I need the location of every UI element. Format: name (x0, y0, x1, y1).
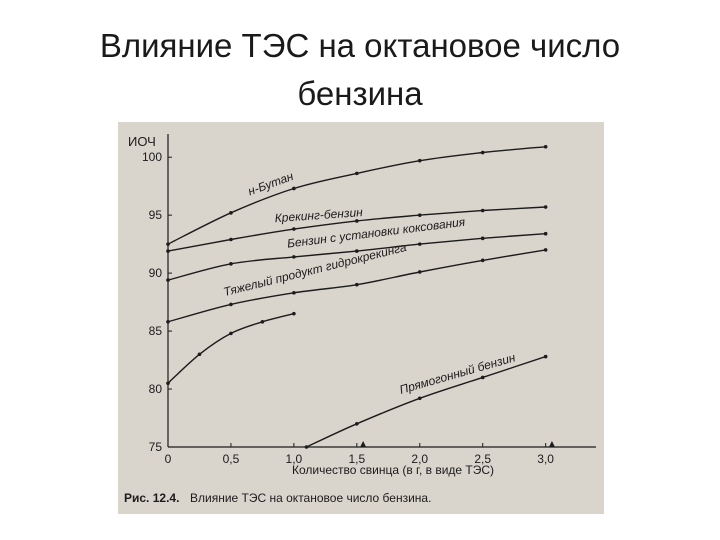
series-point (543, 248, 548, 252)
x-tick-label: 1,5 (348, 452, 365, 466)
axis-marker-triangle (360, 441, 367, 447)
y-tick-label: 90 (149, 266, 163, 280)
caption-number: Рис. 12.4. (124, 491, 179, 505)
series-label-2: Крекинг-бензин (274, 205, 363, 225)
series-point (417, 158, 422, 163)
series-point (355, 219, 359, 223)
series-point (480, 208, 485, 213)
series-point (166, 320, 170, 324)
series-point (543, 354, 548, 359)
series-point (166, 242, 170, 246)
series-line-5 (306, 355, 546, 448)
series-point (304, 445, 309, 449)
series-point (417, 396, 422, 401)
series-point (292, 291, 296, 295)
series-point (229, 211, 233, 215)
x-tick-label: 0,5 (223, 452, 240, 466)
y-tick-label: 95 (149, 208, 163, 222)
octane-chart: 0 0,5 1,0 1,5 2,0 2,5 3,0 75 80 85 90 95 100 н-Бутан К… (124, 134, 596, 505)
x-tick-label: 1,0 (286, 452, 303, 466)
series-label-5: Прямогонный бензин (398, 350, 518, 397)
chart-labels-group: 0 0,5 1,0 1,5 2,0 2,5 3,0 75 80 85 90 95 100 н-Бутан К… (142, 150, 554, 466)
series-point (480, 375, 485, 380)
series-point (355, 249, 359, 253)
series-point (166, 278, 170, 282)
series-point (480, 236, 485, 241)
x-tick-label: 2,0 (411, 452, 428, 466)
series-line-6 (167, 313, 295, 384)
series-point (260, 320, 265, 324)
series-point (292, 186, 296, 191)
series-point (543, 144, 548, 149)
series-point (229, 237, 233, 242)
series-point (166, 249, 170, 253)
series-point (355, 282, 359, 287)
series-point (355, 171, 359, 176)
x-axis-label: Количество свинца (в г, в виде ТЭС) (292, 463, 494, 477)
chart-series-group (166, 144, 548, 449)
x-tick-label: 2,5 (474, 452, 491, 466)
y-axis-label: ИОЧ (128, 134, 156, 149)
scanned-chart-figure: 0 0,5 1,0 1,5 2,0 2,5 3,0 75 80 85 90 95 100 н-Бутан К… (118, 122, 604, 514)
series-point (197, 352, 202, 357)
series-point (355, 422, 359, 426)
series-point (543, 231, 548, 236)
series-point (543, 205, 548, 209)
series-point (292, 255, 296, 259)
y-tick-label: 100 (142, 150, 162, 164)
series-point (417, 242, 422, 246)
series-point (417, 270, 422, 274)
axis-marker-triangle (548, 441, 555, 447)
y-tick-label: 85 (149, 324, 163, 338)
series-point (480, 258, 485, 263)
chart-frame (167, 134, 596, 448)
series-point (480, 150, 485, 155)
y-tick-label: 80 (149, 382, 163, 396)
series-point (166, 381, 170, 386)
slide-title-line-1: Влияние ТЭС на октановое число (99, 27, 621, 64)
x-tick-label: 3,0 (537, 452, 554, 466)
series-point (229, 262, 233, 266)
y-tick-label: 75 (149, 440, 163, 454)
caption-text: Влияние ТЭС на октановое число бензина. (190, 491, 431, 505)
series-point (292, 227, 296, 231)
series-point (229, 302, 233, 307)
series-label-1: н-Бутан (246, 169, 296, 198)
series-point (229, 331, 233, 336)
series-point (417, 213, 422, 217)
slide-title-line-2: бензина (297, 75, 423, 112)
slide-title: Влияние ТЭС на октановое число бензина (40, 22, 680, 118)
series-point (292, 311, 296, 316)
x-tick-label: 0 (165, 452, 172, 466)
